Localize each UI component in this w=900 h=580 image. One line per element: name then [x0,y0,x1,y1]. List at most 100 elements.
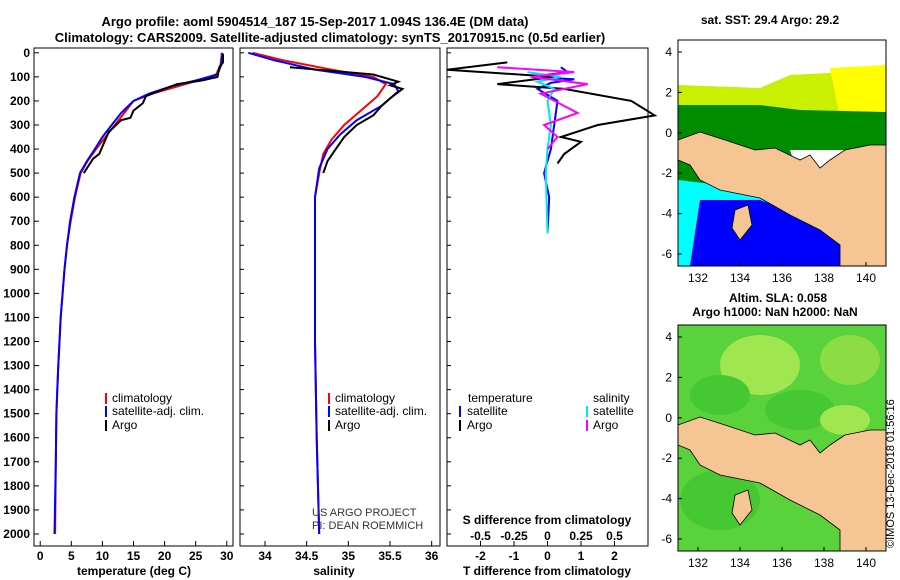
depth-tick-label: 300 [10,118,30,132]
legend-label-temp-satellite: satellite [467,404,508,418]
sst-land [678,131,886,266]
s-diff-tick-label: -0.5 [470,529,491,543]
legend-label-satellite: satellite-adj. clim. [335,404,427,418]
map-lat-label: -6 [661,532,672,546]
series-line-argo [82,54,224,174]
depth-tick-label: 1000 [3,286,30,300]
map-lat-label: 0 [665,411,672,425]
sst-map-title: sat. SST: 29.4 Argo: 29.2 [701,13,840,27]
depth-tick-label: 400 [10,142,30,156]
difference-legend: temperature salinity satellite Argo sate… [459,391,634,432]
sst-island [731,204,753,241]
map-lon-label: 134 [730,271,750,285]
x-tick-label: 20 [158,549,172,563]
x-tick-label: 5 [68,549,75,563]
sla-map [677,324,887,552]
temperature-legend: climatology satellite-adj. clim. Argo [105,391,204,432]
depth-tick-label: 2000 [3,527,30,541]
depth-tick-label: 0 [23,46,30,60]
map-lat-label: -2 [661,451,672,465]
map-lat-label: 2 [665,370,672,384]
series-line-satellite-adj-clim- [248,51,400,535]
series-line-salinity-satellite [527,71,562,234]
depth-tick-label: 1300 [3,359,30,373]
legend-label-argo: Argo [335,418,361,432]
series-line-argo [289,66,405,174]
sst-green-area [678,105,886,150]
x-tick-label: 34 [258,549,272,563]
depth-tick-label: 1200 [3,335,30,349]
map-lon-label: 134 [730,556,750,570]
legend-label-argo: Argo [112,418,138,432]
depth-tick-label: 100 [10,70,30,84]
map-lon-label: 136 [772,556,792,570]
depth-tick-label: 600 [10,190,30,204]
s-diff-tick-label: 0.25 [569,529,593,543]
title-line-2: Climatology: CARS2009. Satellite-adjuste… [55,30,606,45]
map-lon-label: 140 [856,556,876,570]
s-diff-tick-label: 0 [544,529,551,543]
sla-light-patch [720,335,800,395]
legend-label-temp-argo: Argo [467,418,493,432]
map-lat-label: 2 [665,85,672,99]
imos-timestamp: ©IMOS 13-Dec-2018 01:56:16 [885,399,897,548]
map-lat-label: 0 [665,126,672,140]
x-tick-label: 35.5 [378,549,402,563]
sst-blue-area [690,200,840,266]
depth-tick-label: 1500 [3,407,30,421]
map-lat-label: -4 [661,492,672,506]
difference-panel [446,47,649,547]
sst-map [677,39,887,267]
sla-light-patch [820,405,870,435]
map-lon-label: 140 [856,271,876,285]
legend-header-salinity: salinity [593,391,630,405]
map-lat-label: 4 [665,330,672,344]
depth-tick-label: 900 [10,262,30,276]
depth-tick-label: 700 [10,214,30,228]
x-tick-label: 1 [578,549,585,563]
sst-yellow-area [830,65,886,118]
map-lon-label: 138 [814,271,834,285]
project-credit-line-1: US ARGO PROJECT [312,507,417,519]
series-line-salinity-argo [497,66,588,150]
legend-label-sal-argo: Argo [593,418,619,432]
sla-land [678,416,886,551]
depth-tick-label: 1600 [3,431,30,445]
x-tick-label: 36 [425,549,439,563]
x-tick-label: 2 [611,549,618,563]
project-credit-line-2: PI: DEAN ROEMMICH [312,520,423,532]
sla-light-patch [820,335,880,385]
sla-map-title-1: Altim. SLA: 0.058 [729,291,827,305]
x-tick-label: 0 [37,549,44,563]
map-lat-label: -2 [661,166,672,180]
sla-island [731,489,753,526]
legend-header-temperature: temperature [468,391,533,405]
x-tick-label: -2 [475,549,486,563]
depth-tick-label: 1800 [3,479,30,493]
x-tick-label: 10 [96,549,110,563]
s-difference-axis-label: S difference from climatology [463,513,632,527]
t-difference-axis-label: T difference from climatology [463,564,631,578]
profile-lines [53,51,658,535]
sla-map-axes: 4 2 0 -2 -4 -6 132 134 136 138 140 [661,330,876,570]
map-lat-label: -6 [661,247,672,261]
depth-tick-label: 1700 [3,455,30,469]
depth-tick-label: 200 [10,94,30,108]
sla-dark-patch [690,375,750,415]
x-tick-label: 30 [220,549,234,563]
x-tick-label: 34.5 [295,549,319,563]
map-lon-label: 136 [772,271,792,285]
x-tick-label: 25 [189,549,203,563]
map-lon-label: 132 [688,271,708,285]
map-lat-label: -4 [661,207,672,221]
temperature-axis-label: temperature (deg C) [77,564,191,578]
map-lon-label: 138 [814,556,834,570]
depth-tick-label: 1400 [3,383,30,397]
sst-map-axes: 4 2 0 -2 -4 -6 132 134 136 138 140 [661,45,876,285]
legend-label-climatology: climatology [112,391,172,405]
x-tick-label: 15 [127,549,141,563]
salinity-legend: climatology satellite-adj. clim. Argo [328,391,427,432]
x-axes: 0 5 10 15 20 25 30 34 34.5 35 35.5 36 -2 -1 0 1 2 -0.5 -0.… [37,529,623,563]
map-lat-label: 4 [665,45,672,59]
